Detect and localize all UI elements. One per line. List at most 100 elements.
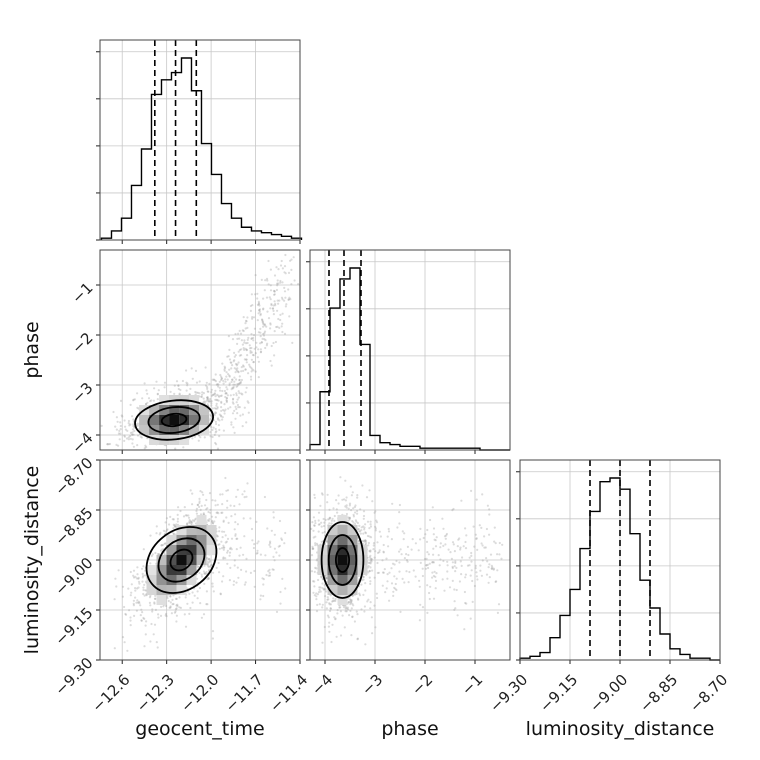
scatter-point <box>261 318 264 322</box>
scatter-point <box>203 436 206 439</box>
scatter-point <box>126 429 129 432</box>
scatter-point <box>259 350 263 353</box>
scatter-point <box>245 320 248 323</box>
scatter-point <box>407 581 410 584</box>
scatter-point <box>449 551 452 554</box>
scatter-point <box>238 329 241 332</box>
scatter-point <box>385 587 388 590</box>
scatter-point <box>403 581 406 584</box>
scatter-point <box>438 564 441 567</box>
density-cell <box>196 515 207 525</box>
scatter-point <box>169 605 172 608</box>
scatter-point <box>185 523 189 526</box>
scatter-point <box>220 511 223 514</box>
scatter-point <box>370 558 373 561</box>
scatter-point <box>259 342 262 345</box>
scatter-point <box>139 614 142 617</box>
scatter-point <box>259 335 262 338</box>
scatter-point <box>289 259 292 262</box>
scatter-point <box>432 527 436 530</box>
scatter-point <box>386 573 389 576</box>
scatter-point <box>175 607 178 610</box>
scatter-point <box>240 370 243 373</box>
scatter-point <box>421 606 425 609</box>
scatter-point <box>399 548 402 551</box>
scatter-point <box>204 400 207 403</box>
scatter-point <box>214 389 217 392</box>
scatter-point <box>213 414 216 417</box>
scatter-point <box>214 441 217 445</box>
panel-grid <box>100 40 301 240</box>
scatter-point <box>141 580 144 583</box>
scatter-point <box>246 338 249 341</box>
scatter-point <box>333 514 336 518</box>
scatter-point <box>129 619 132 622</box>
scatter-point <box>136 566 139 569</box>
scatter-point <box>276 309 279 312</box>
scatter-point <box>253 327 256 330</box>
scatter-point <box>237 406 240 409</box>
scatter-point <box>363 526 366 529</box>
scatter-point <box>244 347 247 350</box>
scatter-point <box>210 394 213 397</box>
scatter-point <box>475 498 478 501</box>
scatter-point <box>198 505 201 508</box>
scatter-point <box>239 414 242 417</box>
scatter-point <box>326 598 329 601</box>
density-cell <box>179 435 190 445</box>
scatter-point <box>120 414 123 417</box>
scatter-point <box>398 570 401 573</box>
scatter-point <box>206 519 209 522</box>
scatter-point <box>255 341 258 344</box>
scatter-point <box>215 511 218 514</box>
scatter-point <box>418 579 421 582</box>
scatter-point <box>474 564 477 567</box>
scatter-point <box>119 424 122 428</box>
scatter-point <box>218 413 221 416</box>
scatter-point <box>249 309 252 312</box>
scatter-point <box>325 601 328 604</box>
scatter-point <box>237 332 240 335</box>
scatter-point <box>140 436 143 439</box>
scatter-point <box>495 580 498 583</box>
scatter-point <box>196 391 200 394</box>
scatter-point <box>139 604 142 607</box>
scatter-point <box>136 392 139 395</box>
scatter-point <box>113 598 116 601</box>
density-cell <box>179 415 190 425</box>
scatter-point <box>143 447 146 450</box>
scatter-point <box>354 504 357 507</box>
scatter-point <box>235 407 238 411</box>
scatter-point <box>369 562 372 565</box>
x-tick-label: −12.6 <box>88 671 133 716</box>
scatter-point <box>140 619 143 622</box>
scatter-point <box>279 313 282 316</box>
scatter-point <box>221 418 224 421</box>
scatter-point <box>283 332 287 335</box>
scatter-point <box>360 608 363 611</box>
scatter-point <box>206 397 209 400</box>
scatter-point <box>136 599 139 602</box>
scatter-point <box>123 641 126 644</box>
scatter-point <box>226 549 229 552</box>
scatter-point <box>238 337 241 340</box>
scatter-point <box>490 567 493 570</box>
scatter-point <box>260 341 263 344</box>
scatter-point <box>138 600 141 603</box>
y-tick-label: −1 <box>68 279 96 307</box>
scatter-point <box>395 559 398 563</box>
scatter-point <box>369 554 372 557</box>
scatter-point <box>230 548 233 551</box>
scatter-point <box>233 528 236 531</box>
scatter-point <box>191 377 194 380</box>
scatter-point <box>368 527 371 530</box>
scatter-point <box>226 355 229 358</box>
scatter-point <box>383 568 386 571</box>
scatter-point <box>269 298 272 301</box>
scatter-point <box>217 383 220 386</box>
x-tick-label: −3 <box>358 671 386 699</box>
scatter-point <box>262 583 265 586</box>
scatter-point <box>339 634 343 637</box>
scatter-point <box>137 580 141 583</box>
scatter-point <box>250 346 253 350</box>
